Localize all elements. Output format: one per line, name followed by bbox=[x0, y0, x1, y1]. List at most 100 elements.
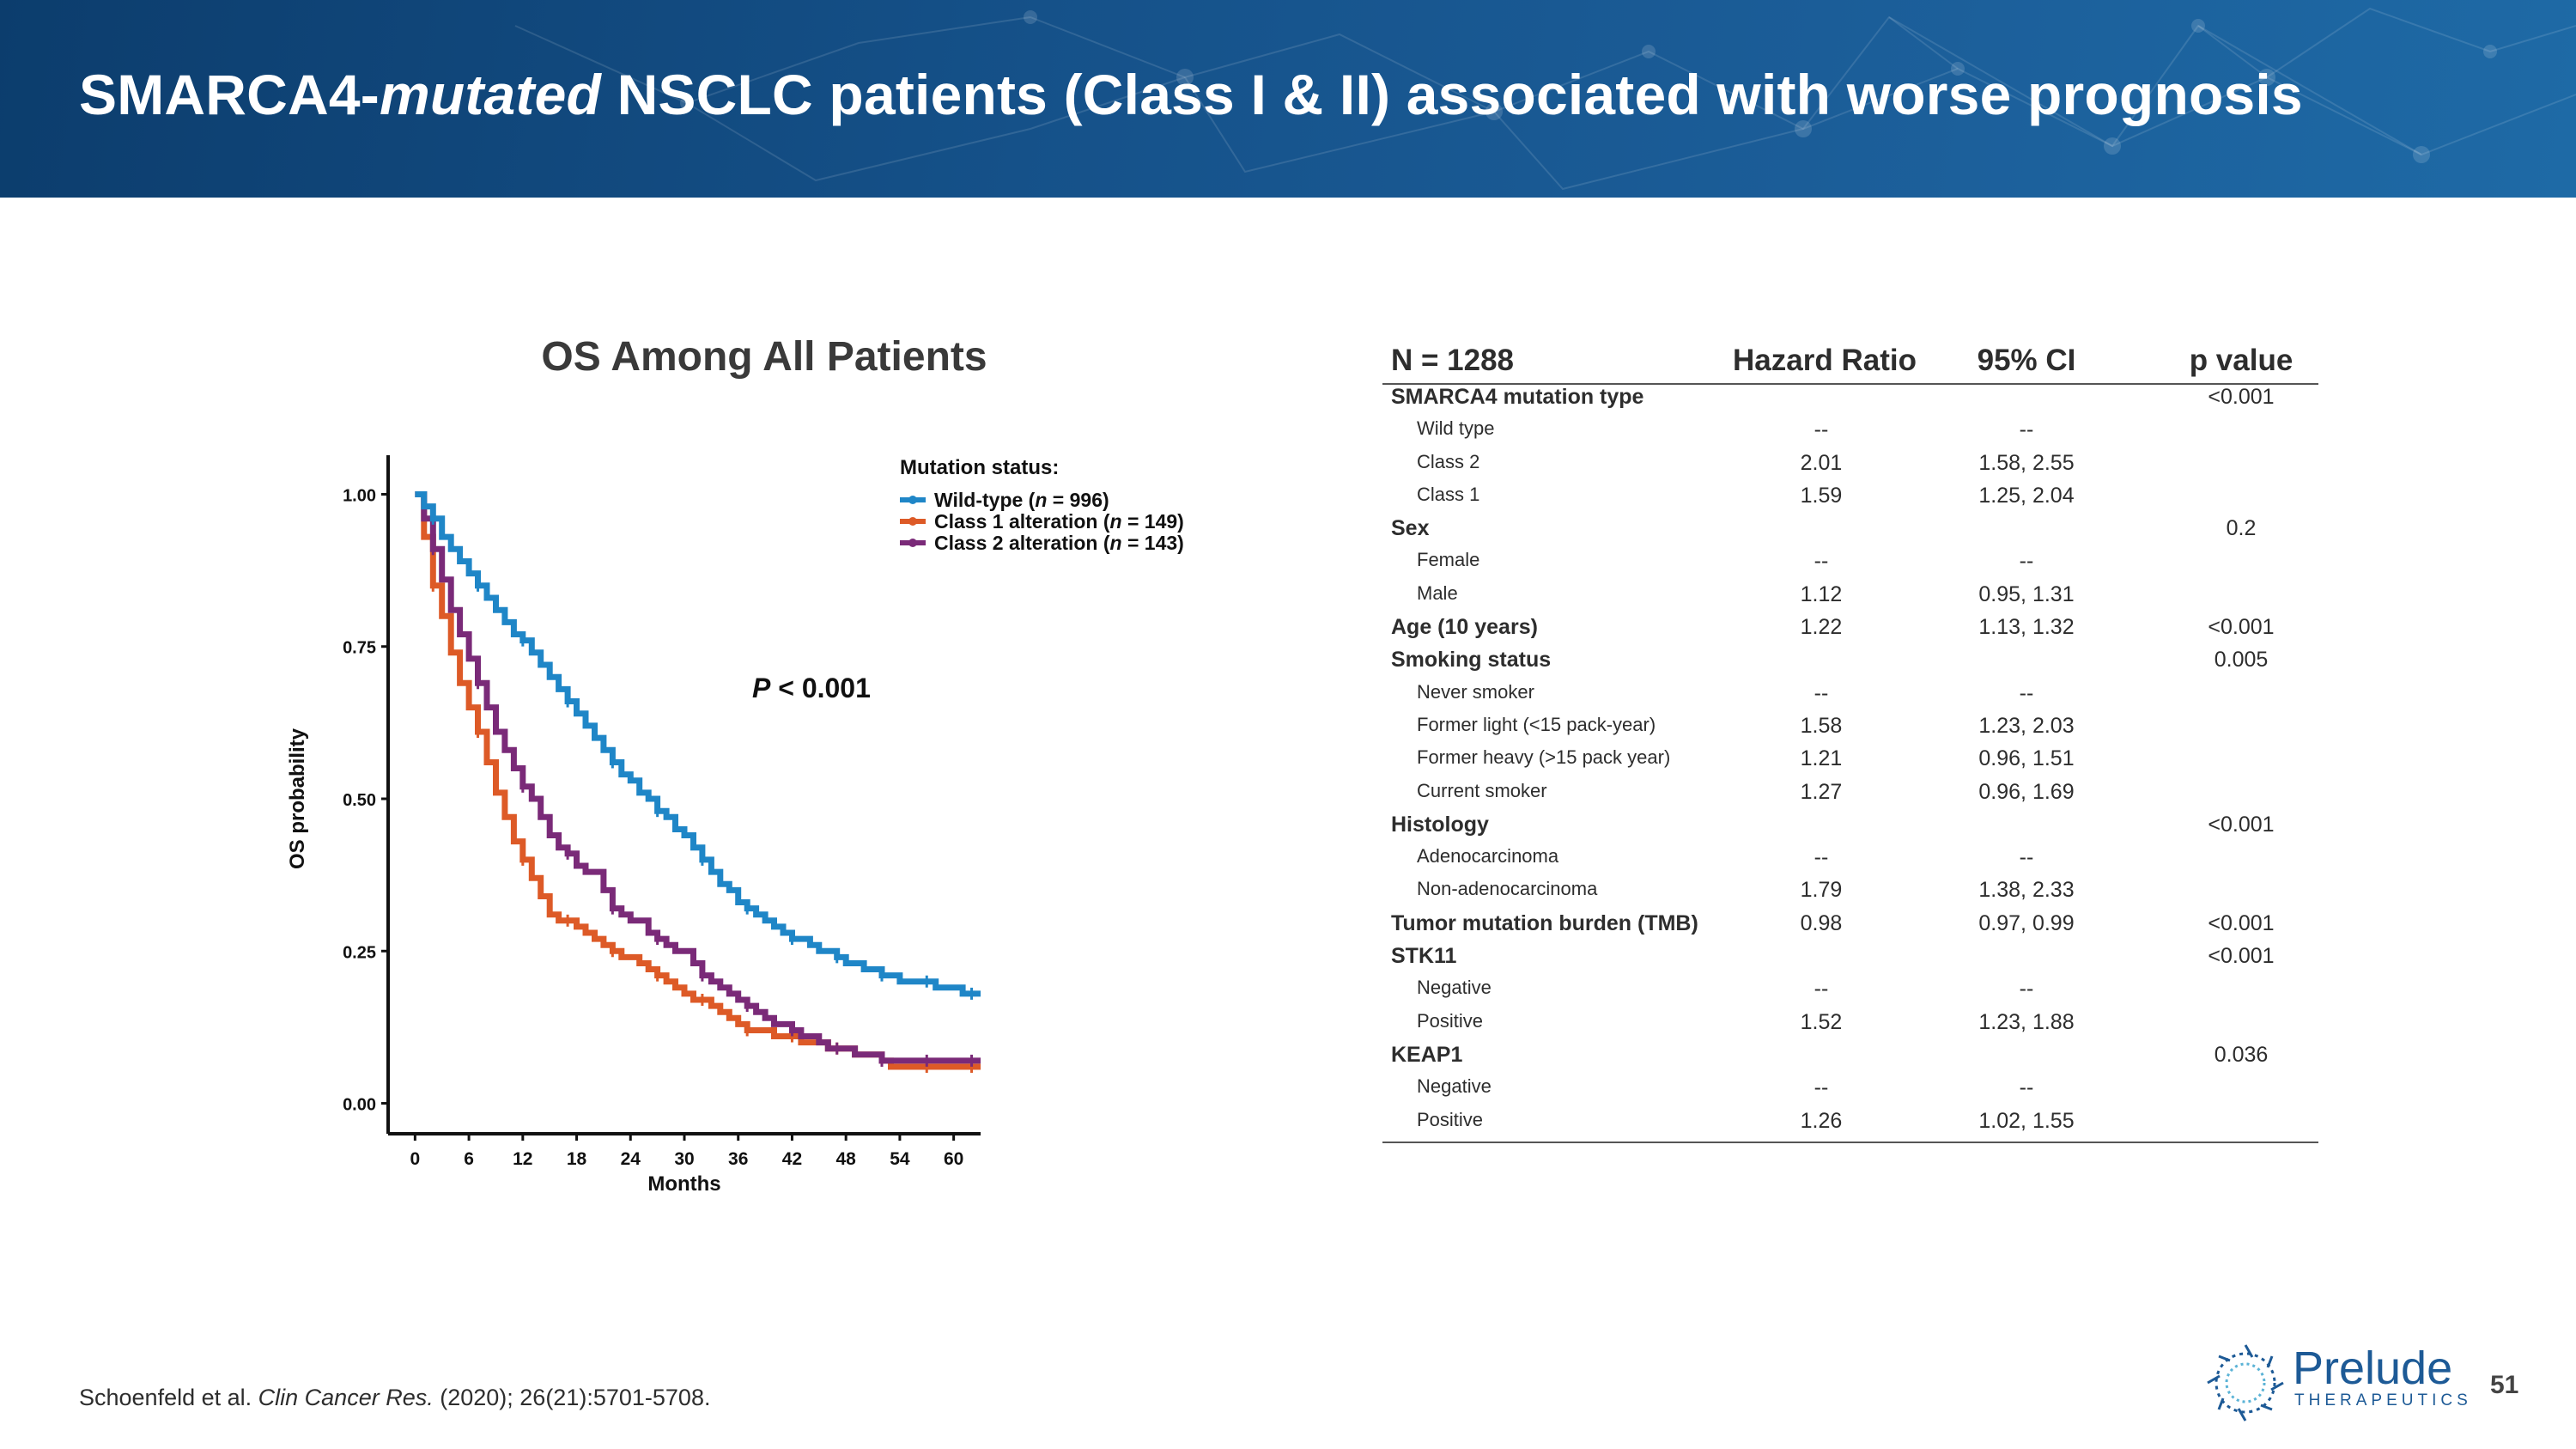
legend-n-symbol: n bbox=[1110, 510, 1122, 533]
table-row: Positive 1.52 1.23, 1.88 bbox=[1382, 1010, 2318, 1043]
table-row: Current smoker 1.27 0.96, 1.69 bbox=[1382, 780, 2318, 813]
table-row: Tumor mutation burden (TMB) 0.98 0.97, 0.9… bbox=[1382, 911, 2318, 944]
row-ci: -- bbox=[2019, 549, 2034, 574]
row-label: KEAP1 bbox=[1391, 1042, 1463, 1067]
table-row: Adenocarcinoma -- -- bbox=[1382, 845, 2318, 878]
row-ci: 0.97, 0.99 bbox=[1978, 910, 2075, 935]
y-tick-label: 0.00 bbox=[343, 1096, 376, 1115]
legend-item: Class 2 alteration (n = 143) bbox=[934, 532, 1184, 554]
row-p-value: <0.001 bbox=[2208, 944, 2275, 969]
row-p-value: <0.001 bbox=[2208, 385, 2275, 409]
header-n: N = 1288 bbox=[1391, 344, 1515, 377]
row-hazard-ratio: 1.59 bbox=[1800, 483, 1843, 508]
row-hazard-ratio: -- bbox=[1814, 1075, 1829, 1100]
row-label: Current smoker bbox=[1417, 779, 1547, 801]
x-tick-label: 30 bbox=[674, 1149, 694, 1169]
row-label: Positive bbox=[1417, 1108, 1484, 1130]
legend-n-symbol: n bbox=[1110, 532, 1122, 554]
x-tick-label: 54 bbox=[890, 1149, 910, 1169]
header-p-value: p value bbox=[2189, 344, 2293, 377]
x-tick-label: 36 bbox=[728, 1149, 748, 1169]
table-row: Never smoker -- -- bbox=[1382, 681, 2318, 714]
row-ci: 1.23, 2.03 bbox=[1978, 713, 2075, 738]
legend-marker bbox=[908, 517, 917, 526]
row-label: Smoking status bbox=[1391, 648, 1552, 673]
x-tick-label: 60 bbox=[944, 1149, 963, 1169]
table-row: SMARCA4 mutation type <0.001 bbox=[1382, 385, 2318, 417]
row-ci: 1.02, 1.55 bbox=[1978, 1108, 2075, 1133]
row-label: SMARCA4 mutation type bbox=[1391, 385, 1644, 409]
row-label: Wild type bbox=[1417, 417, 1495, 440]
row-ci: 1.58, 2.55 bbox=[1978, 450, 2075, 475]
row-ci: -- bbox=[2019, 977, 2034, 1002]
header-ci: 95% CI bbox=[1977, 344, 2076, 377]
legend-label: Class 1 alteration ( bbox=[934, 510, 1110, 533]
table-row: Class 1 1.59 1.25, 2.04 bbox=[1382, 484, 2318, 516]
table-row: Male 1.12 0.95, 1.31 bbox=[1382, 582, 2318, 615]
x-tick-label: 6 bbox=[464, 1149, 474, 1169]
table-row: Smoking status 0.005 bbox=[1382, 648, 2318, 680]
x-tick-label: 24 bbox=[621, 1149, 641, 1169]
header-hazard-ratio: Hazard Ratio bbox=[1733, 344, 1917, 377]
row-p-value: <0.001 bbox=[2208, 615, 2275, 640]
row-hazard-ratio: 1.58 bbox=[1800, 713, 1843, 738]
legend-marker bbox=[908, 496, 917, 504]
row-hazard-ratio: -- bbox=[1814, 417, 1829, 442]
prelude-logo-icon bbox=[2207, 1344, 2284, 1422]
row-label: Age (10 years) bbox=[1391, 615, 1538, 640]
legend-title: Mutation status: bbox=[900, 456, 1059, 479]
table-row: Negative -- -- bbox=[1382, 977, 2318, 1009]
row-label: Negative bbox=[1417, 977, 1492, 999]
legend-count: = 149) bbox=[1122, 510, 1184, 533]
row-ci: 0.96, 1.69 bbox=[1978, 779, 2075, 804]
row-label: Female bbox=[1417, 549, 1480, 571]
row-label: Tumor mutation burden (TMB) bbox=[1391, 910, 1698, 935]
row-hazard-ratio: -- bbox=[1814, 845, 1829, 870]
table-row: STK11 <0.001 bbox=[1382, 944, 2318, 977]
row-ci: -- bbox=[2019, 417, 2034, 442]
table-row: Non-adenocarcinoma 1.79 1.38, 2.33 bbox=[1382, 878, 2318, 910]
p-value-annotation: P < 0.001 bbox=[752, 673, 871, 703]
legend-n-symbol: n bbox=[1035, 489, 1047, 511]
row-ci: 0.95, 1.31 bbox=[1978, 581, 2075, 606]
table-header: N = 1288 Hazard Ratio 95% CI p value bbox=[1382, 344, 2318, 385]
row-ci: 1.38, 2.33 bbox=[1978, 878, 2075, 903]
row-hazard-ratio: 0.98 bbox=[1800, 910, 1843, 935]
table-row: Sex 0.2 bbox=[1382, 516, 2318, 549]
network-pattern-graphic bbox=[514, 7, 2576, 191]
row-label: Male bbox=[1417, 581, 1458, 604]
row-hazard-ratio: 1.26 bbox=[1800, 1108, 1843, 1133]
row-ci: -- bbox=[2019, 845, 2034, 870]
row-label: Former heavy (>15 pack year) bbox=[1417, 746, 1671, 769]
table-row: Histology <0.001 bbox=[1382, 813, 2318, 845]
row-label: Never smoker bbox=[1417, 680, 1534, 703]
x-tick-label: 42 bbox=[782, 1149, 802, 1169]
x-tick-label: 0 bbox=[410, 1149, 421, 1169]
row-ci: -- bbox=[2019, 1075, 2034, 1100]
row-ci: 1.23, 1.88 bbox=[1978, 1009, 2075, 1034]
row-p-value: 0.005 bbox=[2214, 648, 2269, 673]
row-p-value: <0.001 bbox=[2208, 812, 2275, 837]
km-curve-wild-type bbox=[415, 490, 981, 997]
km-survival-chart: 0.00 0.25 0.50 0.75 1.00 0 6 12 18 24 30 36 42 48 54 60… bbox=[286, 455, 1184, 1196]
row-label: Histology bbox=[1391, 812, 1489, 837]
table-bottom-rule bbox=[1382, 1141, 2318, 1143]
table-row: Negative -- -- bbox=[1382, 1075, 2318, 1108]
x-axis-label: Months bbox=[647, 1172, 720, 1196]
row-p-value: <0.001 bbox=[2208, 910, 2275, 935]
slide-title: SMARCA4-mutated NSCLC patients (Class I … bbox=[79, 63, 2303, 126]
row-label: Positive bbox=[1417, 1009, 1484, 1032]
row-label: Non-adenocarcinoma bbox=[1417, 878, 1598, 900]
legend-label: Wild-type ( bbox=[934, 489, 1036, 511]
table-row: Female -- -- bbox=[1382, 549, 2318, 581]
row-label: Former light (<15 pack-year) bbox=[1417, 713, 1656, 735]
legend-count: = 996) bbox=[1047, 489, 1109, 511]
reference-citation: Schoenfeld et al. Clin Cancer Res. (2020… bbox=[79, 1385, 711, 1410]
row-label: Negative bbox=[1417, 1075, 1492, 1098]
y-tick-label: 0.25 bbox=[343, 943, 376, 962]
row-hazard-ratio: -- bbox=[1814, 977, 1829, 1002]
legend-item: Wild-type (n = 996) bbox=[934, 489, 1109, 511]
row-hazard-ratio: 1.27 bbox=[1800, 779, 1843, 804]
table-row: Positive 1.26 1.02, 1.55 bbox=[1382, 1109, 2318, 1142]
y-axis-label: OS probability bbox=[286, 728, 309, 869]
